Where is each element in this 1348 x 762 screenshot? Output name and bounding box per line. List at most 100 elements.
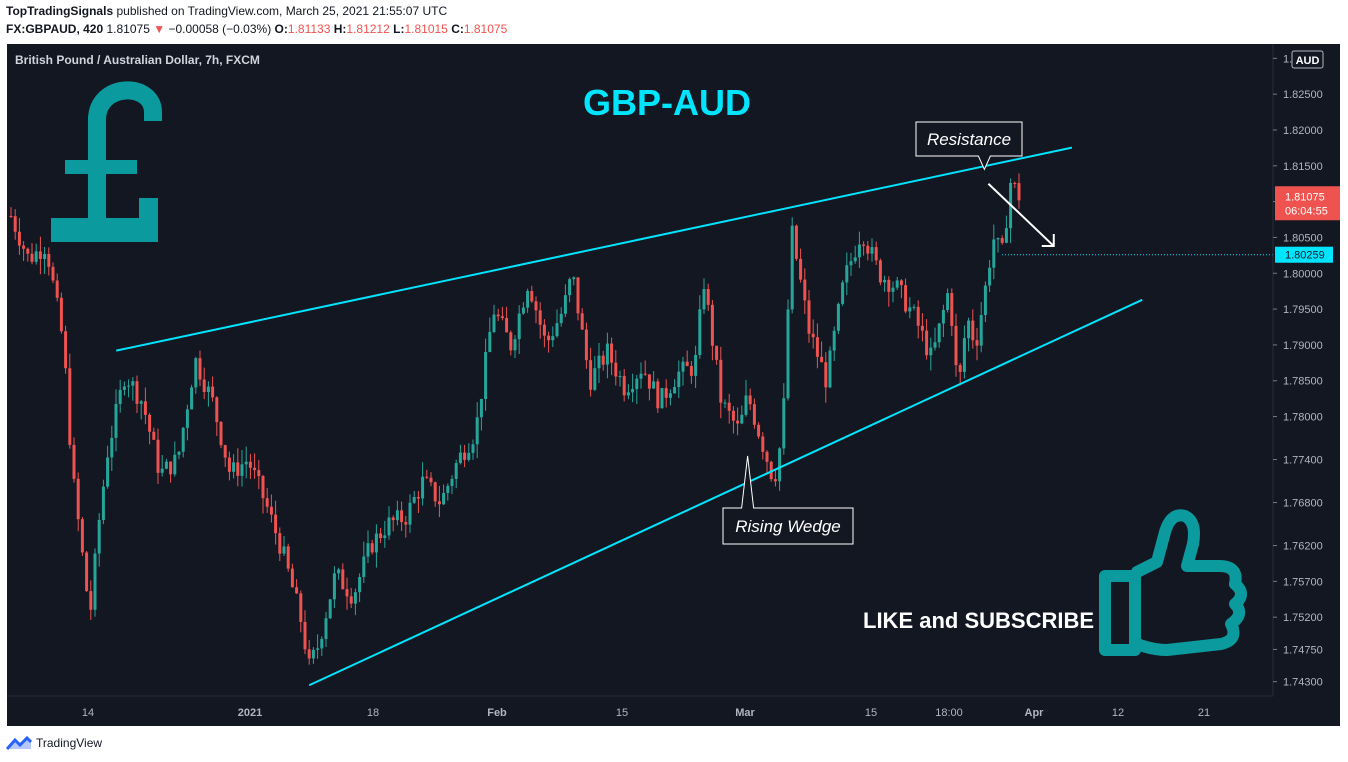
candle <box>807 289 811 343</box>
candle-body <box>101 486 105 520</box>
candle <box>194 356 198 394</box>
price-tick-label: 1.75700 <box>1283 576 1323 588</box>
candle <box>64 325 68 374</box>
candle <box>744 379 748 417</box>
candle <box>425 469 429 480</box>
candle <box>845 252 849 296</box>
resistance-trendline[interactable] <box>116 146 1073 352</box>
chart-title: GBP-AUD <box>583 82 751 123</box>
candle-body <box>278 533 282 554</box>
candle <box>870 238 874 262</box>
candle <box>563 284 567 317</box>
candle <box>17 217 21 255</box>
change-arrow-icon: ▼ <box>153 22 166 36</box>
candle <box>286 543 290 572</box>
candle <box>736 407 740 436</box>
candle-body <box>425 476 429 478</box>
candle-body <box>601 355 605 365</box>
candle <box>30 243 34 265</box>
candle-body <box>286 546 290 569</box>
candle <box>706 283 710 311</box>
candle-body <box>828 350 832 388</box>
candle <box>244 446 248 479</box>
candle-body <box>421 476 425 499</box>
candle-body <box>467 452 471 460</box>
time-axis[interactable]: 14 2021 18 Feb 15 Mar 15 18:00 Apr 12 21 <box>7 695 1273 719</box>
time-tick-label: 2021 <box>238 707 262 719</box>
candle-body <box>236 462 240 476</box>
price-axis[interactable]: 1.830001.825001.820001.815001.810001.805… <box>1272 44 1340 726</box>
candle-body <box>731 410 735 421</box>
candle-body <box>253 467 257 471</box>
candle-body <box>463 452 467 460</box>
candle <box>362 541 366 584</box>
candle <box>929 337 933 371</box>
tradingview-footer[interactable]: TradingView <box>6 736 102 750</box>
candle <box>988 260 992 292</box>
candle <box>353 588 357 616</box>
candle <box>605 332 609 379</box>
low-label: L: <box>393 22 405 36</box>
candle <box>517 305 521 355</box>
candle <box>206 381 210 407</box>
candle <box>332 566 336 609</box>
candle <box>337 567 341 580</box>
rising-wedge-callout[interactable]: Rising Wedge <box>722 455 854 545</box>
candle <box>794 224 798 261</box>
candle <box>412 490 416 505</box>
candle <box>723 399 727 409</box>
candle <box>941 304 945 338</box>
candle-body <box>269 506 273 515</box>
candle-body <box>202 379 206 392</box>
candle <box>496 308 500 321</box>
candle <box>55 273 59 302</box>
candle-body <box>299 593 303 622</box>
candle <box>1017 173 1021 209</box>
candle-body <box>962 338 966 372</box>
candle-body <box>274 514 278 534</box>
candle-body <box>626 392 630 396</box>
resistance-callout-box <box>915 121 1023 171</box>
candle <box>135 375 139 414</box>
candle <box>547 331 551 353</box>
resistance-callout[interactable]: Resistance <box>915 121 1023 171</box>
time-tick-label: 15 <box>865 707 877 719</box>
candle <box>463 444 467 468</box>
candle <box>815 323 819 369</box>
candle <box>912 304 916 311</box>
candle-body <box>446 485 450 493</box>
price-chart[interactable]: 1.830001.825001.820001.815001.810001.805… <box>7 44 1340 726</box>
author-name[interactable]: TopTradingSignals <box>6 4 114 18</box>
candle <box>513 335 517 359</box>
candle <box>488 317 492 353</box>
candle-body <box>320 638 324 649</box>
candle-body <box>551 336 555 341</box>
candle-body <box>689 366 693 376</box>
candle <box>9 207 13 218</box>
candle <box>299 590 303 633</box>
candle <box>622 369 626 402</box>
currency-box[interactable] <box>1291 50 1324 69</box>
price-tick-label: 1.81500 <box>1283 161 1323 173</box>
candle <box>862 241 866 256</box>
bar-countdown-label: 06:04:55 <box>1285 205 1328 217</box>
candle <box>597 343 601 383</box>
pound-sign-icon <box>51 81 163 242</box>
candle-body <box>614 362 618 377</box>
candle-body <box>513 339 517 351</box>
candle-body <box>866 245 870 254</box>
candle <box>828 346 832 389</box>
candle-body <box>433 482 437 502</box>
candle <box>236 448 240 487</box>
candle <box>181 426 185 458</box>
candle-body <box>967 320 971 339</box>
low-value: 1.81015 <box>404 22 448 36</box>
candle <box>584 322 588 369</box>
candle-body <box>194 358 198 388</box>
candle <box>526 288 530 313</box>
candle-body <box>593 368 597 390</box>
support-trendline[interactable] <box>308 298 1143 687</box>
candle <box>265 487 269 513</box>
candle-body <box>59 297 63 332</box>
candle-body <box>227 457 231 472</box>
